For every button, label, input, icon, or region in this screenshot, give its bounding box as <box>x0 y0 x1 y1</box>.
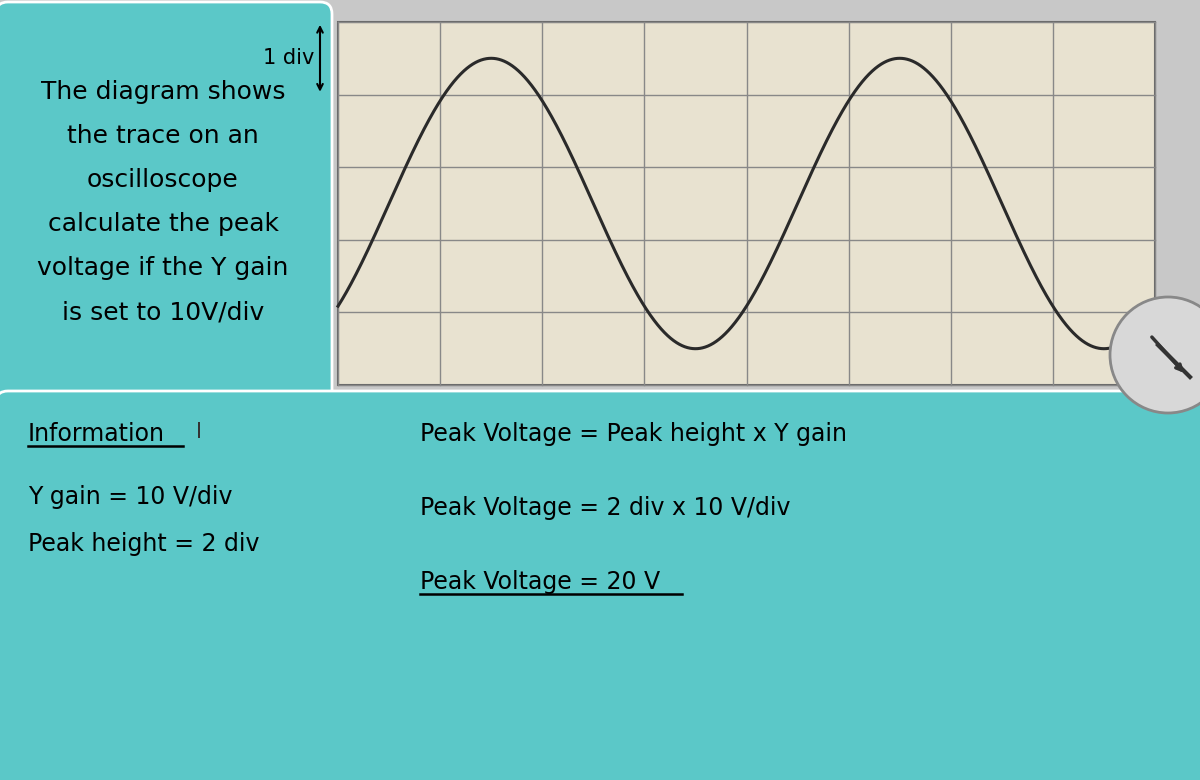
Text: Peak height = 2 div: Peak height = 2 div <box>28 532 259 556</box>
Text: is set to 10V/div: is set to 10V/div <box>62 300 264 324</box>
Text: calculate the peak: calculate the peak <box>48 212 278 236</box>
Circle shape <box>1110 297 1200 413</box>
FancyBboxPatch shape <box>0 2 332 404</box>
FancyBboxPatch shape <box>338 22 1154 385</box>
Text: oscilloscope: oscilloscope <box>88 168 239 192</box>
Text: the trace on an: the trace on an <box>67 124 259 148</box>
Text: Peak Voltage = Peak height x Y gain: Peak Voltage = Peak height x Y gain <box>420 422 847 446</box>
FancyBboxPatch shape <box>0 391 1200 780</box>
Text: Y gain = 10 V/div: Y gain = 10 V/div <box>28 485 233 509</box>
Text: The diagram shows: The diagram shows <box>41 80 286 104</box>
Text: Information: Information <box>28 422 166 446</box>
Text: 1 div: 1 div <box>263 48 314 69</box>
Text: Peak Voltage = 2 div x 10 V/div: Peak Voltage = 2 div x 10 V/div <box>420 496 791 520</box>
Text: voltage if the Y gain: voltage if the Y gain <box>37 256 289 280</box>
Text: I: I <box>196 422 202 442</box>
Text: Peak Voltage = 20 V: Peak Voltage = 20 V <box>420 570 660 594</box>
